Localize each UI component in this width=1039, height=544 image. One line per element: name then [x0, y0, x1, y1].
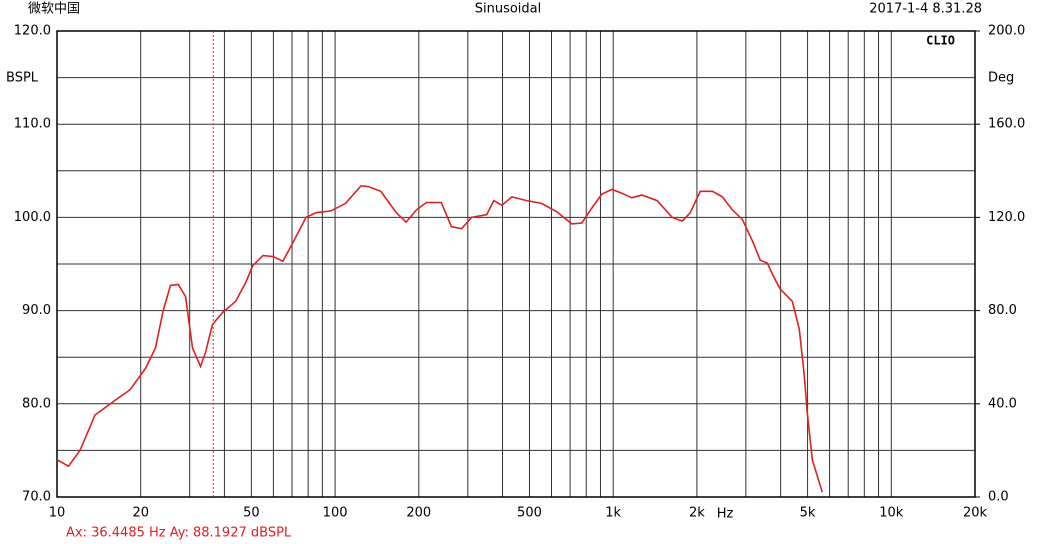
x-tick-label: 200: [406, 506, 431, 521]
y2-tick-label: 200.0: [988, 24, 1025, 39]
x-tick-label: 2k: [689, 506, 705, 521]
y-tick-label: 80.0: [22, 396, 51, 411]
y-tick-label: 100.0: [14, 210, 51, 225]
brand: CLIO: [926, 34, 955, 48]
y2-tick-label: 120.0: [988, 210, 1025, 225]
chart-title: Sinusoidal: [475, 2, 542, 17]
x-tick-label: 20: [132, 506, 149, 521]
y-tick-label: 110.0: [14, 117, 51, 132]
y2-tick-label: 80.0: [988, 303, 1017, 318]
y2-axis-label: Deg: [988, 71, 1014, 86]
y2-tick-label: 0.0: [988, 490, 1009, 505]
x-tick-label: 100: [323, 506, 348, 521]
x-tick-label: 10k: [879, 506, 904, 521]
x-tick-label: 20k: [963, 506, 988, 521]
x-tick-label: 10: [49, 506, 66, 521]
cursor-readout: Ax: 36.4485 Hz Ay: 88.1927 dBSPL: [66, 526, 292, 541]
y-axis-label: BSPL: [6, 71, 39, 86]
x-tick-label: 5k: [800, 506, 816, 521]
y-tick-label: 90.0: [22, 303, 51, 318]
y-tick-label: 120.0: [14, 24, 51, 39]
header-right: 2017-1-4 8.31.28: [869, 2, 982, 17]
y2-tick-label: 160.0: [988, 117, 1025, 132]
x-tick-label: 1k: [605, 506, 621, 521]
plot-frame: [56, 30, 976, 498]
x-tick-label: 500: [517, 506, 542, 521]
x-axis-label: Hz: [717, 507, 734, 522]
y-tick-label: 70.0: [22, 490, 51, 505]
y2-tick-label: 40.0: [988, 396, 1017, 411]
header-left: 微软中国: [28, 2, 80, 17]
line-series: [56, 184, 824, 493]
x-tick-label: 50: [243, 506, 260, 521]
